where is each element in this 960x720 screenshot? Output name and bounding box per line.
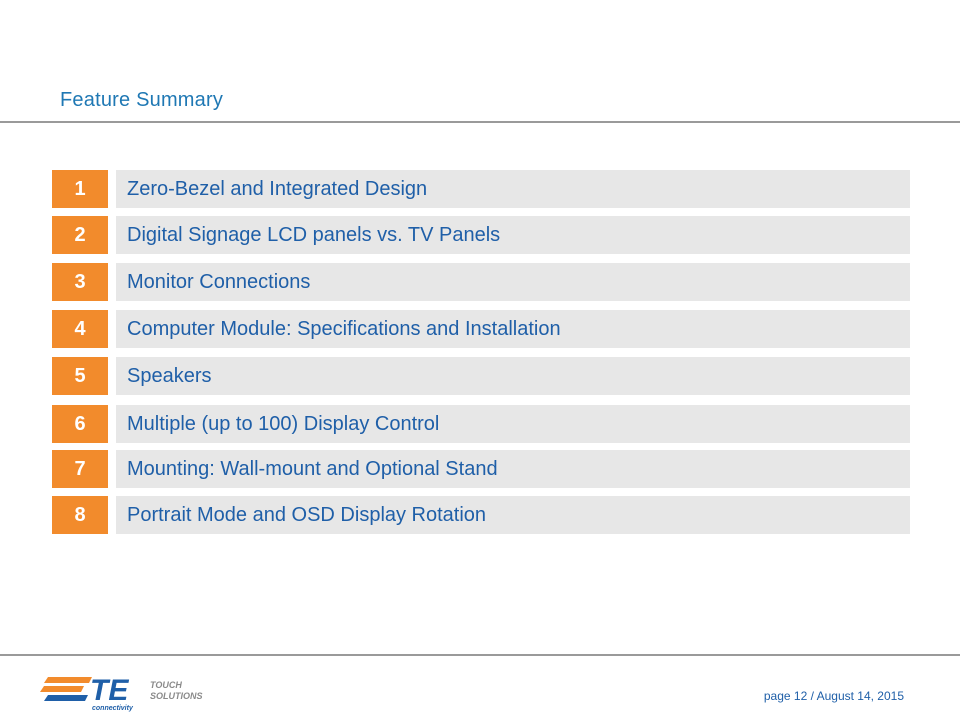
- feature-item-3: 3 Monitor Connections: [52, 263, 910, 301]
- footer-divider: [0, 654, 960, 656]
- feature-item-7: 7 Mounting: Wall-mount and Optional Stan…: [52, 450, 910, 488]
- feature-number-badge: 4: [52, 310, 108, 348]
- feature-item-2: 2 Digital Signage LCD panels vs. TV Pane…: [52, 216, 910, 254]
- footer-page-info: page 12 / August 14, 2015: [764, 689, 904, 703]
- feature-bar: Zero-Bezel and Integrated Design: [116, 170, 910, 208]
- feature-label: Multiple (up to 100) Display Control: [127, 412, 440, 435]
- feature-label: Zero-Bezel and Integrated Design: [127, 177, 428, 200]
- feature-bar: Portrait Mode and OSD Display Rotation: [116, 496, 910, 534]
- feature-bar: Digital Signage LCD panels vs. TV Panels: [116, 216, 910, 254]
- feature-item-8: 8 Portrait Mode and OSD Display Rotation: [52, 496, 910, 534]
- feature-number-badge: 6: [52, 405, 108, 443]
- feature-item-4: 4 Computer Module: Specifications and In…: [52, 310, 910, 348]
- feature-bar: Mounting: Wall-mount and Optional Stand: [116, 450, 910, 488]
- header-divider: [0, 121, 960, 123]
- feature-item-1: 1 Zero-Bezel and Integrated Design: [52, 170, 910, 208]
- feature-item-6: 6 Multiple (up to 100) Display Control: [52, 405, 910, 443]
- feature-label: Monitor Connections: [127, 270, 311, 293]
- te-connectivity-logo: TE connectivity TOUCH SOLUTIONS: [34, 664, 224, 714]
- svg-text:TOUCH: TOUCH: [150, 680, 182, 690]
- feature-label: Speakers: [127, 364, 212, 387]
- feature-number-badge: 2: [52, 216, 108, 254]
- feature-number-badge: 5: [52, 357, 108, 395]
- feature-number-badge: 1: [52, 170, 108, 208]
- feature-bar: Monitor Connections: [116, 263, 910, 301]
- feature-label: Portrait Mode and OSD Display Rotation: [127, 503, 487, 526]
- feature-number-badge: 8: [52, 496, 108, 534]
- feature-label: Mounting: Wall-mount and Optional Stand: [127, 457, 498, 480]
- feature-item-5: 5 Speakers: [52, 357, 910, 395]
- feature-number-badge: 3: [52, 263, 108, 301]
- feature-label: Computer Module: Specifications and Inst…: [127, 317, 561, 340]
- svg-text:TE: TE: [90, 674, 129, 707]
- page-number: page 12 /: [763, 689, 814, 703]
- feature-bar: Computer Module: Specifications and Inst…: [116, 310, 910, 348]
- svg-text:connectivity: connectivity: [92, 705, 134, 712]
- slide-title: Feature Summary: [60, 89, 224, 111]
- svg-text:SOLUTIONS: SOLUTIONS: [150, 691, 203, 701]
- slide-date: August 14, 2015: [816, 689, 904, 703]
- feature-number-badge: 7: [52, 450, 108, 488]
- feature-bar: Multiple (up to 100) Display Control: [116, 405, 910, 443]
- feature-label: Digital Signage LCD panels vs. TV Panels: [127, 223, 501, 246]
- feature-bar: Speakers: [116, 357, 910, 395]
